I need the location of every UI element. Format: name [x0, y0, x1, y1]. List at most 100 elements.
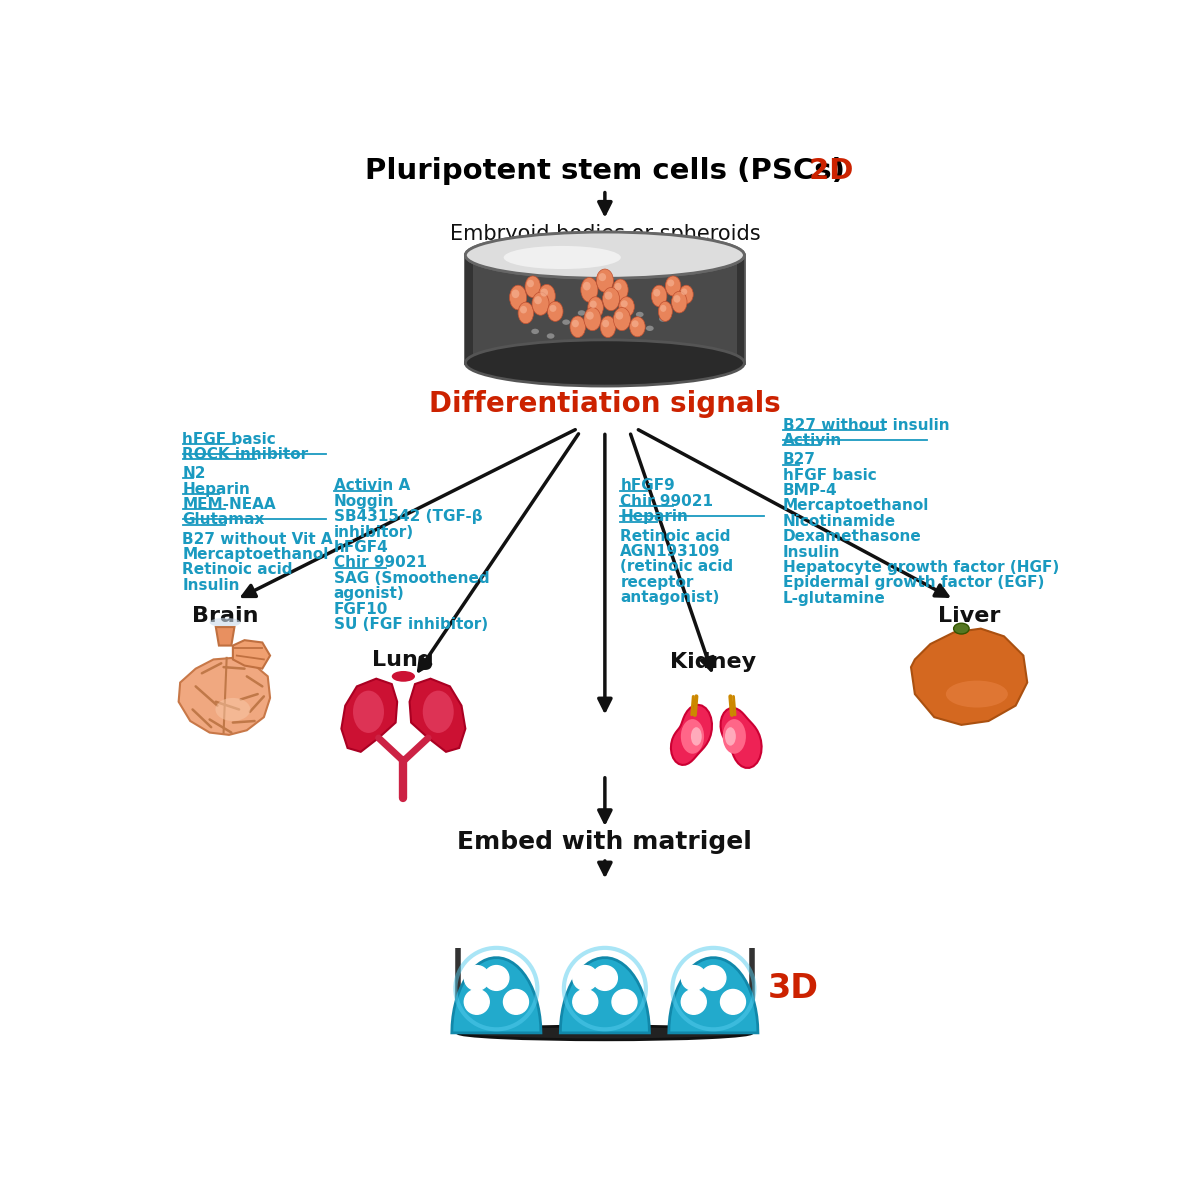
Ellipse shape [646, 325, 654, 331]
Ellipse shape [614, 282, 621, 291]
Text: Brain: Brain [191, 605, 259, 626]
Ellipse shape [541, 288, 548, 297]
Ellipse shape [484, 965, 509, 990]
Text: Kidney: Kidney [671, 652, 757, 672]
Polygon shape [671, 704, 712, 765]
Text: B27: B27 [783, 452, 816, 468]
Ellipse shape [573, 965, 598, 990]
Text: B27 without Vit A: B27 without Vit A [183, 531, 333, 547]
Text: Mercaptoethanol: Mercaptoethanol [183, 547, 328, 562]
Ellipse shape [511, 289, 520, 298]
Ellipse shape [531, 329, 539, 334]
Ellipse shape [464, 965, 489, 990]
Ellipse shape [503, 989, 528, 1014]
Text: Pluripotent stem cells (PSCs): Pluripotent stem cells (PSCs) [365, 157, 844, 185]
Text: hFGF basic: hFGF basic [783, 468, 876, 483]
Text: Retinoic acid: Retinoic acid [183, 562, 293, 578]
Ellipse shape [534, 297, 542, 304]
Text: SU (FGF inhibitor): SU (FGF inhibitor) [333, 617, 488, 631]
Text: Nicotinamide: Nicotinamide [783, 514, 896, 529]
Ellipse shape [953, 623, 970, 634]
Text: AGN193109: AGN193109 [620, 544, 720, 559]
Polygon shape [178, 658, 270, 734]
Ellipse shape [632, 321, 639, 328]
Ellipse shape [700, 965, 726, 990]
Polygon shape [233, 640, 270, 669]
Ellipse shape [615, 312, 624, 319]
Ellipse shape [215, 698, 250, 721]
Ellipse shape [465, 232, 744, 279]
Text: Dexamethasone: Dexamethasone [783, 530, 922, 544]
Text: Hepatocyte growth factor (HGF): Hepatocyte growth factor (HGF) [783, 560, 1059, 575]
Ellipse shape [629, 317, 645, 337]
Ellipse shape [503, 246, 621, 269]
Ellipse shape [503, 243, 629, 268]
Ellipse shape [602, 319, 609, 328]
Ellipse shape [589, 300, 596, 309]
Ellipse shape [523, 309, 531, 315]
Text: Retinoic acid: Retinoic acid [620, 529, 731, 543]
Ellipse shape [596, 269, 613, 292]
Text: Embed with matrigel: Embed with matrigel [457, 830, 752, 854]
Text: ROCK inhibitor: ROCK inhibitor [183, 447, 308, 462]
Text: 2D: 2D [798, 157, 853, 185]
Ellipse shape [613, 307, 631, 330]
Ellipse shape [548, 301, 563, 322]
Ellipse shape [539, 285, 555, 307]
Text: Epidermal growth factor (EGF): Epidermal growth factor (EGF) [783, 575, 1044, 591]
Text: Chir 99021: Chir 99021 [333, 555, 426, 570]
Text: MEM-NEAA: MEM-NEAA [183, 498, 276, 512]
Ellipse shape [652, 285, 667, 306]
Text: hFGF basic: hFGF basic [183, 432, 276, 446]
Ellipse shape [619, 297, 634, 317]
Ellipse shape [464, 989, 489, 1014]
Text: inhibitor): inhibitor) [333, 525, 413, 539]
Text: Embryoid bodies or spheroids: Embryoid bodies or spheroids [450, 225, 761, 244]
Ellipse shape [600, 316, 615, 337]
Text: Heparin: Heparin [183, 482, 250, 496]
Ellipse shape [665, 276, 680, 295]
Ellipse shape [605, 292, 613, 300]
Ellipse shape [586, 312, 594, 319]
Ellipse shape [520, 306, 527, 313]
Ellipse shape [570, 316, 586, 337]
Ellipse shape [613, 279, 628, 300]
Text: Heparin: Heparin [620, 509, 689, 524]
Text: FGF10: FGF10 [333, 602, 389, 617]
Ellipse shape [353, 690, 384, 733]
Text: Liver: Liver [938, 605, 1000, 626]
Ellipse shape [465, 340, 744, 386]
Ellipse shape [578, 310, 586, 316]
Ellipse shape [593, 965, 618, 990]
Text: SB431542 (TGF-β: SB431542 (TGF-β [333, 509, 482, 524]
Text: antagonist): antagonist) [620, 590, 719, 605]
Text: Glutamax: Glutamax [183, 512, 265, 527]
Text: agonist): agonist) [333, 586, 404, 602]
Text: BMP-4: BMP-4 [783, 483, 837, 498]
Text: L-glutamine: L-glutamine [783, 591, 886, 606]
Ellipse shape [720, 989, 745, 1014]
FancyBboxPatch shape [465, 255, 744, 362]
Text: Activin: Activin [783, 433, 842, 448]
Polygon shape [410, 678, 465, 752]
Ellipse shape [681, 965, 706, 990]
Ellipse shape [667, 280, 674, 287]
Ellipse shape [635, 312, 644, 317]
Text: Differentiation signals: Differentiation signals [429, 390, 781, 417]
Ellipse shape [723, 719, 746, 753]
Ellipse shape [599, 273, 606, 281]
Text: SAG (Smoothened: SAG (Smoothened [333, 570, 489, 586]
Ellipse shape [562, 319, 570, 325]
Ellipse shape [583, 282, 590, 291]
FancyBboxPatch shape [465, 255, 744, 362]
Ellipse shape [612, 989, 637, 1014]
Ellipse shape [572, 319, 579, 328]
Polygon shape [216, 627, 234, 646]
Ellipse shape [660, 305, 666, 312]
Ellipse shape [581, 277, 598, 303]
Polygon shape [911, 629, 1027, 725]
Ellipse shape [465, 232, 744, 279]
Ellipse shape [679, 285, 693, 304]
Text: Chir 99021: Chir 99021 [620, 494, 713, 508]
Ellipse shape [725, 727, 736, 745]
